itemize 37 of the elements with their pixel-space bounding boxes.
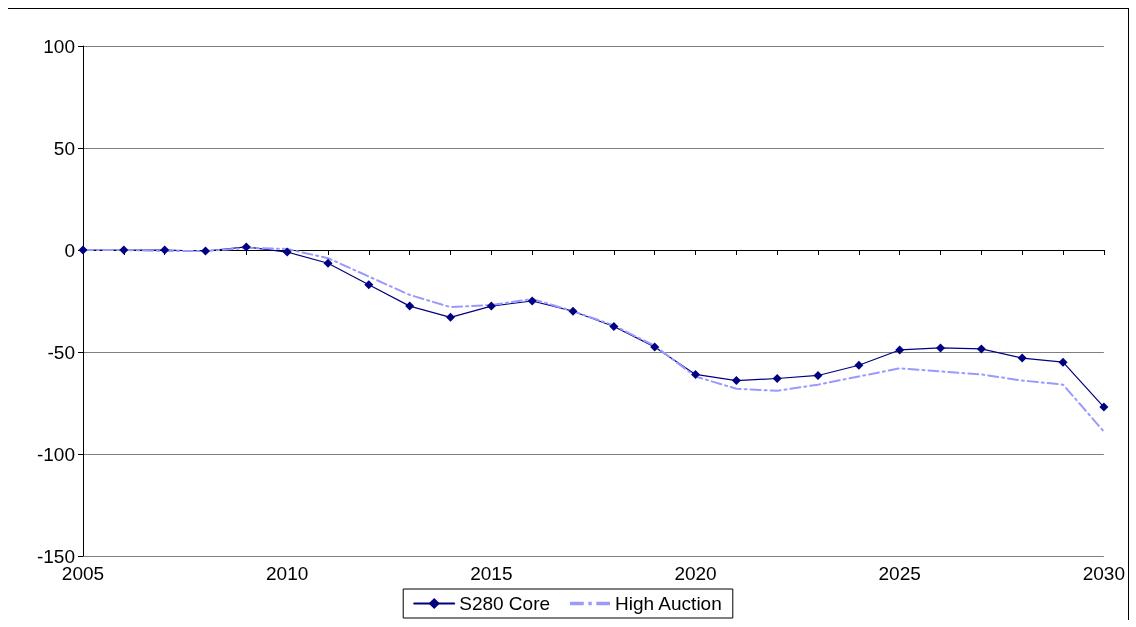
point	[976, 344, 986, 354]
y-tick-label: 50	[53, 137, 75, 159]
x-tick-label: 2020	[674, 563, 717, 584]
point	[119, 245, 129, 255]
point	[160, 245, 170, 255]
point	[486, 301, 496, 311]
point	[813, 370, 823, 380]
point	[241, 242, 251, 252]
point	[364, 280, 374, 290]
point	[854, 360, 864, 370]
y-tick-label: 0	[64, 239, 75, 261]
point	[1017, 353, 1027, 363]
x-tick-label: 2010	[266, 563, 309, 584]
point	[650, 342, 660, 352]
point	[936, 343, 946, 353]
point	[446, 312, 456, 322]
y-tick-label: 100	[43, 35, 75, 57]
point	[1099, 402, 1109, 412]
y-tick-label: -100	[36, 443, 75, 465]
point	[201, 246, 210, 256]
point	[282, 247, 292, 257]
point	[405, 301, 415, 311]
point	[1058, 357, 1068, 367]
point	[323, 258, 333, 268]
point	[731, 376, 741, 386]
legend-label: S280 Core	[459, 593, 551, 614]
x-tick-label: 2025	[878, 563, 921, 584]
point	[609, 322, 619, 331]
x-tick-label: 2030	[1082, 563, 1126, 584]
point	[527, 296, 537, 306]
x-tick-label: 2015	[470, 563, 513, 584]
point	[895, 345, 905, 355]
y-tick-label: -50	[47, 341, 75, 363]
legend-label: High Auction	[615, 593, 722, 614]
point	[691, 369, 701, 379]
point	[772, 374, 782, 384]
point	[568, 306, 578, 316]
